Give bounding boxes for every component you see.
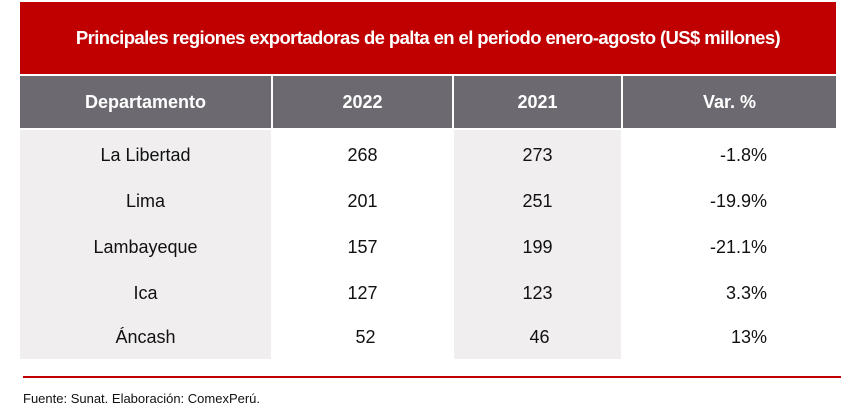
cell-2021: 46 [529,326,550,347]
cell-departamento: Lima [125,190,165,211]
cell-2021: 251 [522,190,553,211]
cell-2021: 199 [522,236,553,257]
source-note: Fuente: Sunat. Elaboración: ComexPerú. [23,391,261,406]
cell-departamento: Ica [133,282,158,303]
header-var: Var. % [623,76,836,128]
cell-2022: 268 [347,144,378,165]
cell-var: 13% [730,326,767,347]
column-var: -1.8% -19.9% -21.1% 3.3% 13% [623,130,836,359]
cell-2022: 201 [347,190,378,211]
cell-2022: 127 [347,282,378,303]
column-departamento: La Libertad Lima Lambayeque Ica Áncash [20,130,271,359]
column-2022: 268 201 157 127 52 [273,130,452,359]
cell-var: -19.9% [709,190,767,211]
table-title: Principales regiones exportadoras de pal… [20,2,836,74]
divider-rule [23,376,841,378]
cell-departamento: La Libertad [100,144,191,165]
cell-var: -1.8% [719,144,767,165]
cell-departamento: Áncash [115,326,176,347]
cell-2021: 123 [522,282,553,303]
cell-var: -21.1% [709,236,767,257]
cell-2022: 157 [347,236,378,257]
cell-departamento: Lambayeque [93,236,198,257]
header-2021: 2021 [454,76,621,128]
header-2022: 2022 [273,76,452,128]
cell-var: 3.3% [725,282,767,303]
column-2021: 273 251 199 123 46 [454,130,621,359]
header-departamento: Departamento [20,76,271,128]
cell-2022: 52 [355,326,376,347]
cell-2021: 273 [522,144,553,165]
